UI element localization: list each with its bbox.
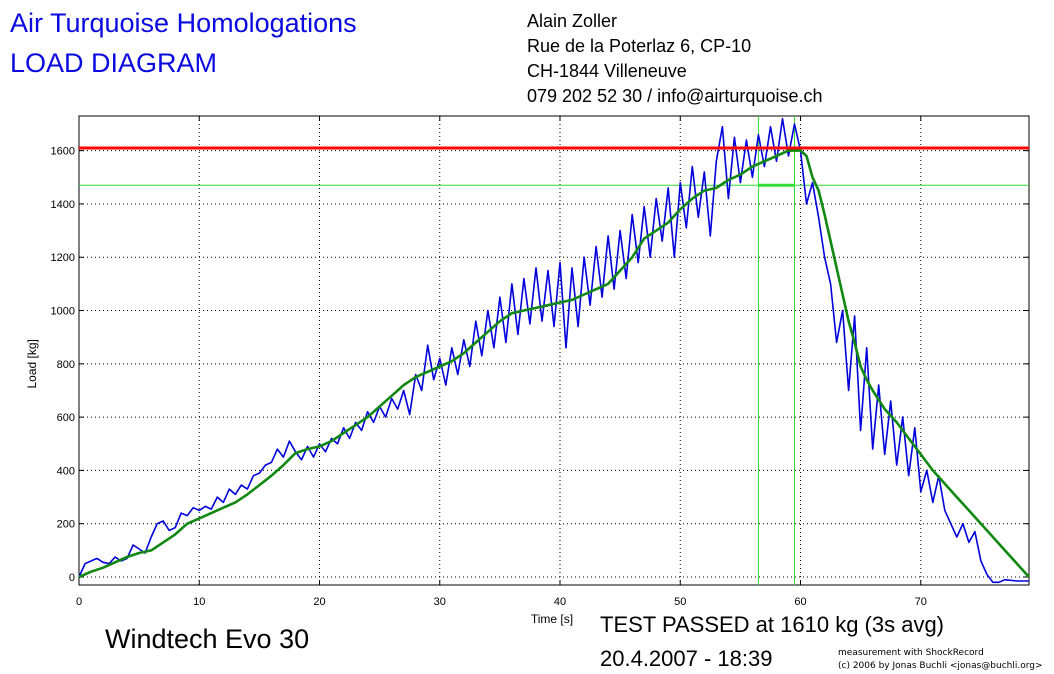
page-title: Air Turquoise Homologations — [10, 8, 357, 38]
page-subtitle: LOAD DIAGRAM — [10, 48, 218, 78]
y-axis-title: Load [kg] — [25, 339, 39, 388]
x-axis-title: Time [s] — [531, 612, 573, 626]
credit-line2: (c) 2006 by Jonas Buchli <jonas@buchli.o… — [838, 661, 1043, 671]
x-tick-label: 70 — [915, 596, 927, 608]
y-tick-label: 200 — [57, 519, 75, 531]
x-tick-label: 40 — [554, 596, 566, 608]
y-tick-label: 1400 — [51, 199, 75, 211]
y-tick-label: 1200 — [51, 252, 75, 264]
y-tick-label: 600 — [57, 412, 75, 424]
contact-phone-email: 079 202 52 30 / info@airturquoise.ch — [527, 86, 823, 106]
credit-line1: measurement with ShockRecord — [838, 648, 984, 658]
y-tick-label: 800 — [57, 359, 75, 371]
average-load-line — [78, 149, 1030, 579]
test-datetime: 20.4.2007 - 18:39 — [600, 646, 773, 671]
x-tick-label: 20 — [313, 596, 325, 608]
x-tick-label: 0 — [76, 596, 82, 608]
contact-name: Alain Zoller — [527, 11, 618, 31]
x-tick-label: 60 — [794, 596, 806, 608]
glider-model: Windtech Evo 30 — [105, 624, 310, 654]
y-tick-label: 1600 — [51, 146, 75, 158]
test-result: TEST PASSED at 1610 kg (3s avg) — [600, 612, 945, 637]
contact-street: Rue de la Poterlaz 6, CP-10 — [527, 36, 752, 56]
x-tick-label: 30 — [434, 596, 446, 608]
plot-frame — [78, 115, 1030, 586]
y-tick-label: 1000 — [51, 306, 75, 318]
y-tick-label: 0 — [69, 572, 75, 584]
y-tick-label: 400 — [57, 465, 75, 477]
raw-load-line — [78, 117, 1029, 584]
x-tick-label: 10 — [193, 596, 205, 608]
contact-city: CH-1844 Villeneuve — [527, 61, 687, 81]
x-tick-label: 50 — [674, 596, 686, 608]
